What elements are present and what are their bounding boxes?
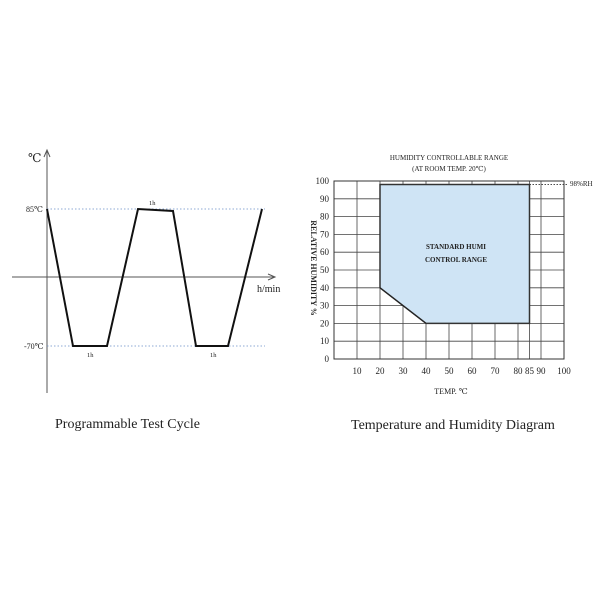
x-tick-label: 80 — [514, 366, 524, 376]
x-tick-label: 10 — [353, 366, 363, 376]
lower-boundary-line — [379, 287, 427, 324]
cycle-series-line — [46, 207, 263, 347]
rh-98-annotation: 98%RH — [570, 180, 593, 188]
cycle-caption: Programmable Test Cycle — [55, 417, 200, 432]
x-tick-label: 85 — [525, 366, 535, 376]
region-label-line-2: CONTROL RANGE — [425, 256, 487, 264]
humidity-caption: Temperature and Humidity Diagram — [351, 418, 555, 433]
y-tick-label: 0 — [325, 354, 330, 364]
y-tick-label: 90 — [320, 194, 330, 204]
cycle-x-axis-arrow — [267, 273, 277, 281]
x-tick-label: 40 — [422, 366, 432, 376]
humidity-plot-frame — [333, 180, 565, 360]
x-tick-label: 90 — [537, 366, 547, 376]
y-tick-label: 20 — [320, 318, 330, 328]
y-tick-label: 60 — [320, 247, 330, 257]
humidity-subtitle: (AT ROOM TEMP. 20℃) — [412, 165, 486, 173]
humidity-y-label: RELATIVE HUMIDITY % — [309, 220, 318, 316]
cycle-dwell-label: 1h — [149, 200, 156, 207]
humidity-x-label: TEMP. ℃ — [434, 387, 467, 396]
y-tick-label: 10 — [320, 336, 330, 346]
humidity-y-ticks: 0 10 20 30 40 50 60 70 80 90 100 — [316, 176, 330, 364]
cycle-x-label: h/min — [257, 284, 280, 295]
cycle-y-axis-arrow — [43, 148, 51, 158]
test-cycle-chart: ℃ 85℃ -70℃ h/min 1h 1h 1h — [12, 148, 280, 393]
cycle-y-unit: ℃ — [28, 151, 41, 165]
x-tick-label: 20 — [376, 366, 386, 376]
y-tick-label: 50 — [320, 265, 330, 275]
y-tick-label: 40 — [320, 283, 330, 293]
x-tick-label: 70 — [491, 366, 501, 376]
humidity-diagram: HUMIDITY CONTROLLABLE RANGE (AT ROOM TEM… — [309, 154, 593, 396]
cycle-dwell-label: 1h — [210, 352, 217, 359]
cycle-y-tick-low: -70℃ — [24, 342, 44, 351]
humidity-title: HUMIDITY CONTROLLABLE RANGE — [390, 154, 508, 162]
cycle-dwell-label: 1h — [87, 352, 94, 359]
humidity-x-ticks: 10 20 30 40 50 60 70 80 85 90 100 — [353, 366, 572, 376]
standard-control-region — [379, 183, 531, 325]
x-tick-label: 100 — [557, 366, 571, 376]
cycle-y-tick-high: 85℃ — [26, 205, 43, 214]
y-tick-label: 30 — [320, 301, 330, 311]
y-tick-label: 70 — [320, 229, 330, 239]
region-label-line-1: STANDARD HUMI — [426, 243, 486, 251]
y-tick-label: 80 — [320, 212, 330, 222]
y-tick-label: 100 — [316, 176, 330, 186]
x-tick-label: 30 — [399, 366, 409, 376]
x-tick-label: 50 — [445, 366, 455, 376]
x-tick-label: 60 — [468, 366, 478, 376]
